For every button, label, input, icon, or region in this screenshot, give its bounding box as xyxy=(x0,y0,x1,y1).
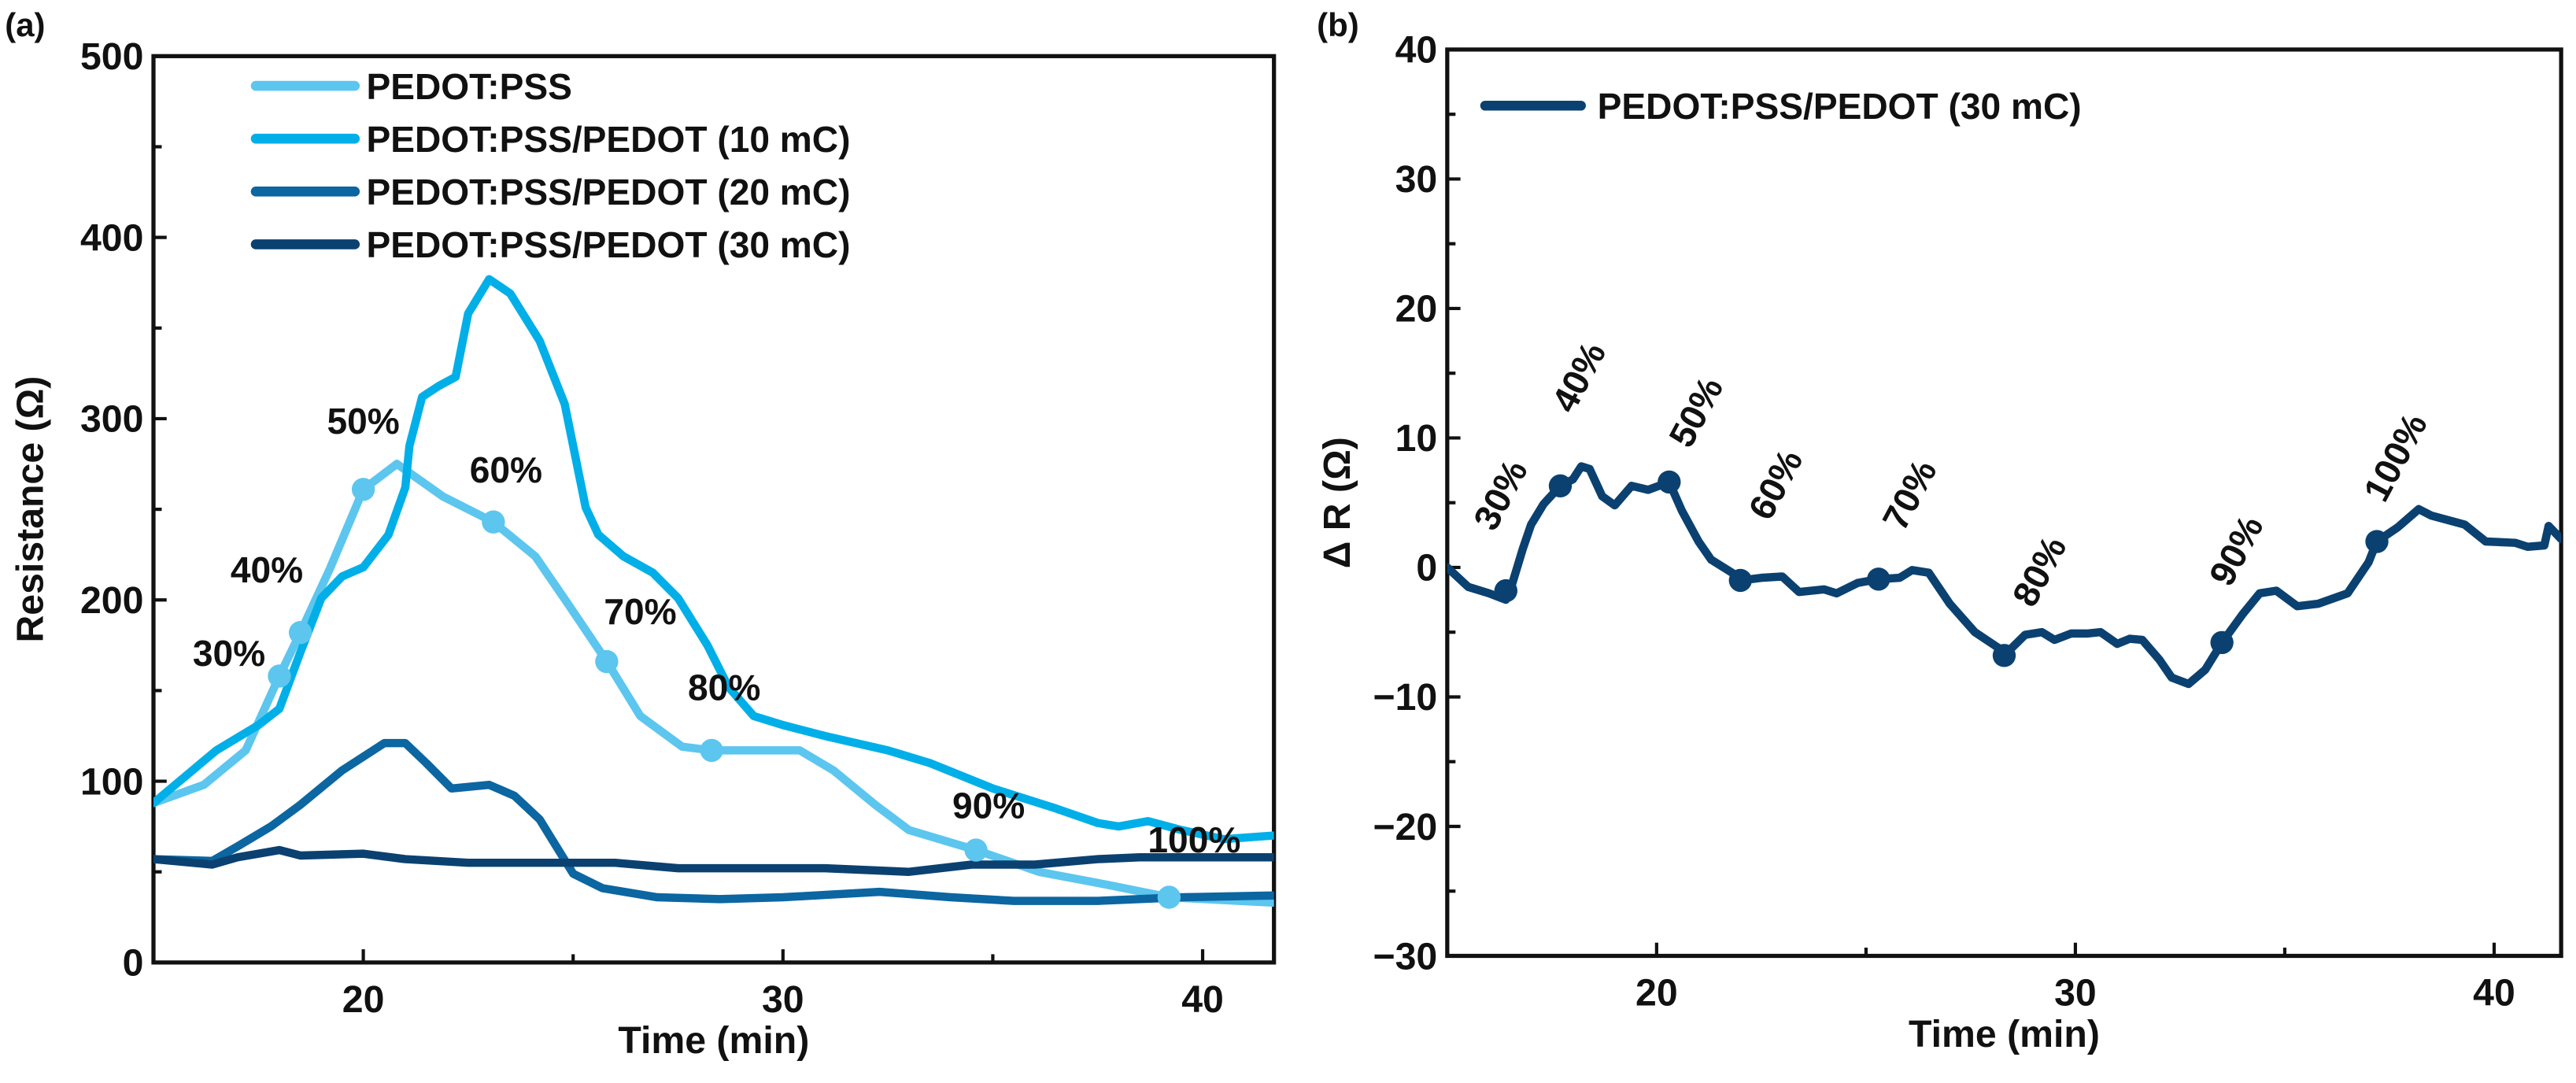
legend-label: PEDOT:PSS/PEDOT (20 mC) xyxy=(366,172,850,213)
percent-annotation: 40% xyxy=(1543,335,1613,419)
panel-label: (a) xyxy=(5,6,45,43)
data-marker xyxy=(2365,530,2389,553)
y-tick-label: 500 xyxy=(80,35,143,78)
series-group xyxy=(153,275,1274,907)
percent-annotation: 100% xyxy=(2356,407,2435,508)
y-axis-title: Δ R (Ω) xyxy=(1316,437,1358,568)
x-tick-label: 40 xyxy=(2473,971,2515,1014)
percent-annotation: 100% xyxy=(1148,819,1240,860)
y-axis-title: Resistance (Ω) xyxy=(9,376,52,643)
legend-label: PEDOT:PSS xyxy=(366,66,571,107)
y-tick-label: −20 xyxy=(1373,806,1437,848)
data-marker xyxy=(1992,644,2016,667)
percent-annotation: 50% xyxy=(1661,370,1731,453)
data-marker xyxy=(288,621,312,645)
panel-b: (b) −30 −20 −10 0 10 20 30 40 20 30 40 Time (min) Δ R… xyxy=(1316,6,2563,1055)
panel-label: (b) xyxy=(1317,6,1359,43)
x-tick-label: 40 xyxy=(1181,978,1224,1021)
data-marker xyxy=(964,838,988,862)
percent-annotation: 80% xyxy=(2004,530,2074,613)
series-group xyxy=(1447,462,2562,689)
data-marker xyxy=(700,738,723,763)
series-line-1 xyxy=(153,275,1274,844)
y-tick-label: 100 xyxy=(80,760,143,803)
data-marker xyxy=(1548,474,1573,498)
data-marker xyxy=(268,664,291,688)
data-marker xyxy=(1658,470,1681,494)
y-tick-label: 30 xyxy=(1395,158,1438,201)
panel-a: (a) 0 100 200 300 400 500 20 30 40 Time (min) Resis… xyxy=(5,6,1277,1062)
x-axis-title: Time (min) xyxy=(618,1019,809,1062)
y-tick-label: 200 xyxy=(80,579,143,622)
percent-annotation: 70% xyxy=(1874,453,1944,537)
legend-label: PEDOT:PSS/PEDOT (30 mC) xyxy=(1598,86,2082,127)
y-tick-label: −30 xyxy=(1373,935,1437,978)
percent-annotation: 50% xyxy=(327,401,399,442)
data-marker xyxy=(1728,568,1752,593)
percent-annotation: 90% xyxy=(2201,508,2271,592)
y-tick-label: 300 xyxy=(80,398,143,441)
x-axis-title: Time (min) xyxy=(1909,1013,2100,1055)
data-marker xyxy=(482,510,505,534)
legend-label: PEDOT:PSS/PEDOT (10 mC) xyxy=(366,119,850,160)
percent-annotation: 30% xyxy=(193,633,265,674)
y-tick-label: 40 xyxy=(1395,29,1438,72)
y-tick-label: 0 xyxy=(1416,547,1437,590)
data-marker xyxy=(595,649,619,674)
data-marker xyxy=(351,478,375,501)
percent-annotation: 90% xyxy=(952,785,1025,826)
y-tick-label: 10 xyxy=(1395,417,1438,460)
series-line-3 xyxy=(153,845,1274,876)
x-tick-label: 20 xyxy=(1635,971,1678,1014)
percent-annotation: 60% xyxy=(470,449,542,490)
x-tick-label: 30 xyxy=(762,978,804,1021)
series-line-0 xyxy=(1447,462,2562,689)
data-marker xyxy=(1867,567,1890,591)
y-tick-label: 20 xyxy=(1395,288,1438,331)
y-tick-label: 400 xyxy=(80,216,143,259)
x-tick-label: 20 xyxy=(342,978,385,1021)
y-tick-label: −10 xyxy=(1373,676,1437,719)
percent-annotation: 80% xyxy=(688,667,760,708)
x-tick-label: 30 xyxy=(2054,971,2097,1014)
percent-annotation: 70% xyxy=(604,591,676,632)
series-line-2 xyxy=(153,738,1274,905)
percent-annotation: 40% xyxy=(231,549,303,590)
data-marker xyxy=(1494,578,1518,603)
percent-annotation: 60% xyxy=(1740,443,1810,527)
percent-annotation: 30% xyxy=(1465,453,1536,537)
legend-label: PEDOT:PSS/PEDOT (30 mC) xyxy=(366,224,850,265)
data-marker xyxy=(2210,630,2234,655)
data-marker xyxy=(1157,885,1181,909)
y-tick-label: 0 xyxy=(123,942,144,985)
